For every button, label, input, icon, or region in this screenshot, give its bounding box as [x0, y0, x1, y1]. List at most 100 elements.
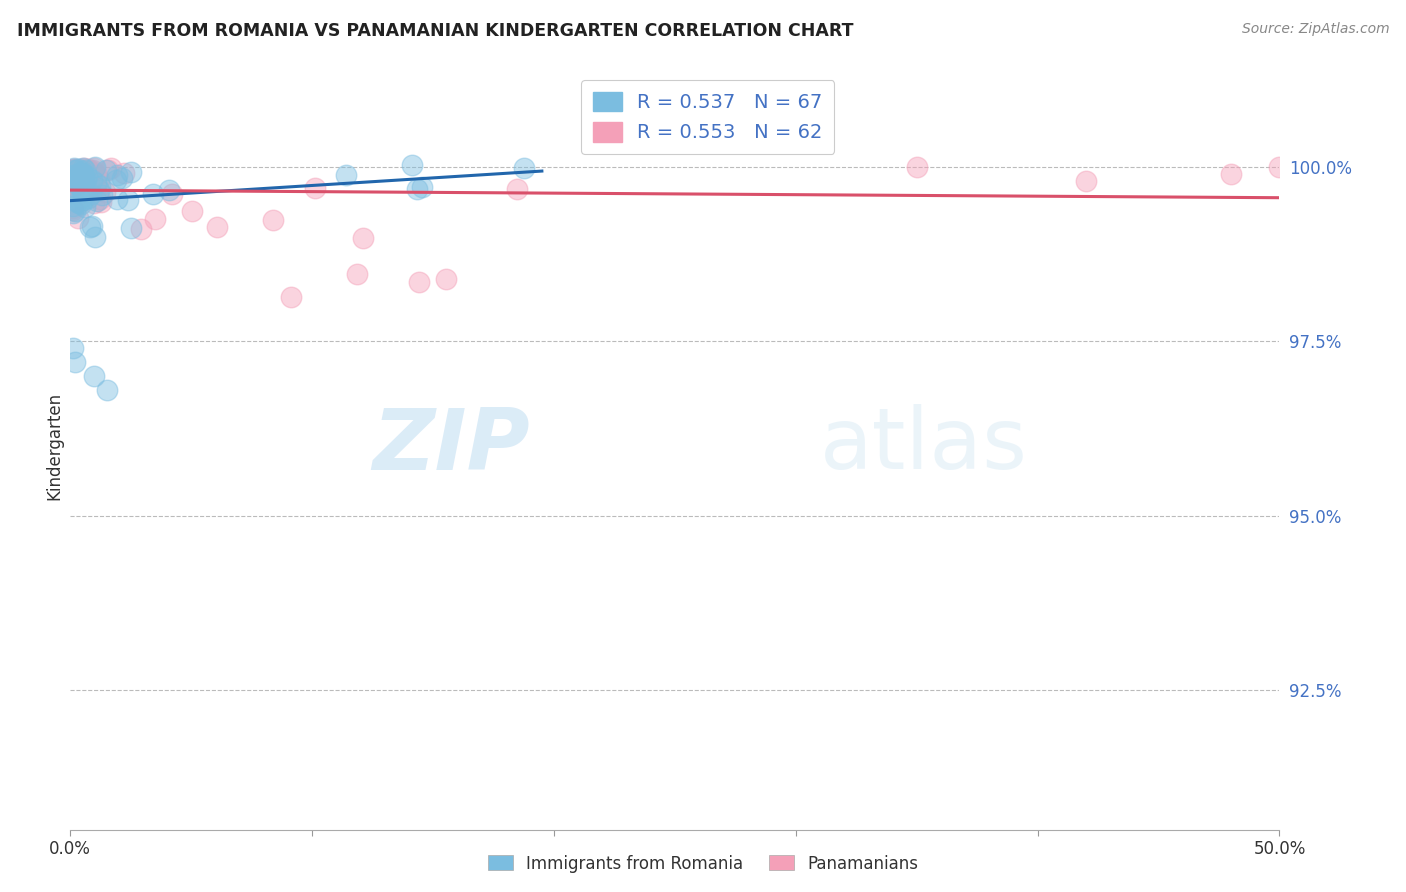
Point: [75, 169, 97, 184]
Point: [62, 168, 84, 182]
Point: [105, 192, 128, 206]
Point: [86, 169, 108, 183]
Point: [75, 173, 97, 187]
Text: Source: ZipAtlas.com: Source: ZipAtlas.com: [1241, 22, 1389, 37]
Point: [145, 212, 167, 227]
Point: [90, 188, 112, 202]
Point: [62, 201, 84, 215]
Point: [62, 342, 84, 356]
Point: [70, 197, 93, 211]
Point: [63, 168, 86, 182]
Point: [181, 203, 204, 218]
Point: [65, 163, 87, 178]
Point: [117, 194, 139, 208]
Point: [90, 195, 112, 210]
Point: [84, 230, 107, 244]
Point: [62, 205, 84, 219]
Point: [72, 172, 94, 186]
Point: [62, 172, 84, 186]
Point: [67, 166, 90, 180]
Point: [62, 176, 84, 190]
Point: [62, 169, 84, 183]
Point: [82, 173, 104, 187]
Point: [89, 192, 111, 206]
Legend: Immigrants from Romania, Panamanians: Immigrants from Romania, Panamanians: [481, 848, 925, 880]
Point: [87, 182, 110, 196]
Point: [89, 172, 111, 186]
Point: [70, 164, 93, 178]
Point: [83, 195, 105, 210]
Point: [73, 168, 96, 182]
Point: [105, 173, 128, 187]
Point: [142, 186, 165, 201]
Point: [62, 179, 84, 194]
Point: [70, 179, 93, 194]
Point: [157, 183, 180, 197]
Point: [62, 174, 84, 188]
Point: [73, 162, 96, 177]
Point: [69, 171, 91, 186]
Point: [408, 275, 430, 289]
Point: [262, 212, 284, 227]
Point: [67, 165, 90, 179]
Point: [1268, 160, 1291, 174]
Text: IMMIGRANTS FROM ROMANIA VS PANAMANIAN KINDERGARTEN CORRELATION CHART: IMMIGRANTS FROM ROMANIA VS PANAMANIAN KI…: [17, 22, 853, 40]
Point: [67, 186, 90, 201]
Point: [304, 181, 326, 195]
Point: [506, 182, 529, 196]
Point: [72, 194, 94, 208]
Point: [62, 165, 84, 179]
Point: [83, 369, 105, 384]
Point: [63, 167, 86, 181]
Point: [1220, 167, 1243, 181]
Point: [62, 203, 84, 218]
Point: [120, 165, 142, 179]
Point: [73, 173, 96, 187]
Point: [80, 164, 103, 178]
Point: [434, 272, 457, 286]
Point: [160, 187, 183, 202]
Point: [280, 290, 302, 304]
Point: [65, 168, 87, 182]
Point: [76, 169, 98, 184]
Point: [65, 176, 87, 190]
Point: [82, 163, 104, 178]
Point: [63, 161, 86, 176]
Point: [131, 222, 153, 236]
Point: [352, 231, 374, 245]
Point: [62, 178, 84, 192]
Point: [70, 175, 93, 189]
Point: [69, 174, 91, 188]
Point: [69, 165, 91, 179]
Point: [335, 168, 357, 182]
Point: [72, 161, 94, 175]
Point: [63, 168, 86, 182]
Point: [512, 161, 534, 175]
Point: [62, 198, 84, 212]
Point: [346, 267, 368, 281]
Point: [411, 180, 433, 194]
Point: [70, 171, 93, 186]
Point: [73, 161, 96, 176]
Point: [67, 179, 90, 194]
Point: [96, 383, 118, 397]
Point: [62, 164, 84, 178]
Point: [63, 179, 86, 194]
Point: [70, 162, 93, 177]
Point: [100, 161, 122, 175]
Point: [62, 161, 84, 176]
Point: [83, 161, 105, 175]
Point: [77, 163, 100, 178]
Point: [67, 173, 90, 187]
Point: [66, 173, 89, 187]
Point: [84, 180, 107, 194]
Point: [62, 163, 84, 178]
Point: [94, 163, 117, 178]
Point: [86, 194, 108, 208]
Point: [63, 203, 86, 218]
Point: [66, 161, 89, 176]
Point: [62, 163, 84, 178]
Point: [77, 191, 100, 205]
Point: [70, 167, 93, 181]
Point: [94, 185, 117, 199]
